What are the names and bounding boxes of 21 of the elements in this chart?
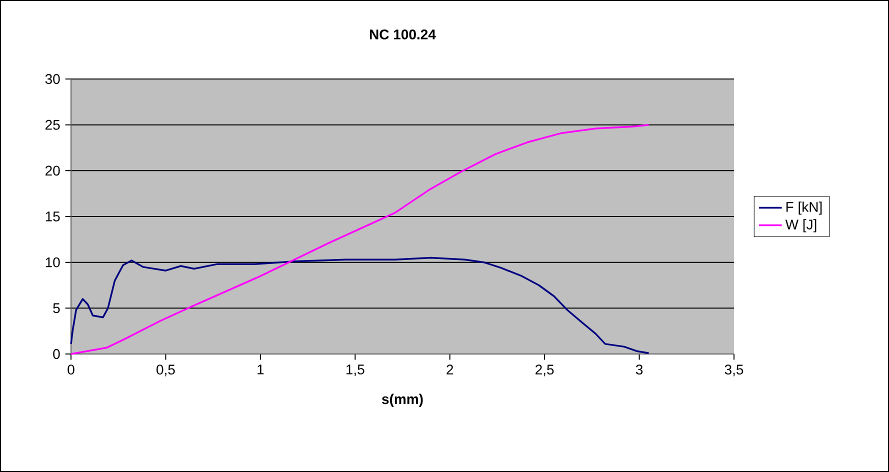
line-series <box>70 256 650 354</box>
y-tick-label: 20 <box>46 166 60 176</box>
legend-label: W [J] <box>785 219 816 232</box>
x-tick-label: 1 <box>258 364 264 374</box>
x-tick-label: 2,5 <box>536 364 554 376</box>
legend-label: F [kN] <box>786 202 822 215</box>
x-axis-title: s(mm) <box>382 394 423 407</box>
line-series <box>70 124 650 355</box>
y-tick-label: 5 <box>53 303 60 314</box>
x-tick-label: 0,5 <box>156 364 175 376</box>
x-tick-label: 3 <box>636 364 643 375</box>
x-tick-label: 1,5 <box>346 364 364 376</box>
chart-title: NC 100.24 <box>370 30 436 40</box>
y-tick-label: 15 <box>46 212 60 222</box>
x-tick-label: 3,5 <box>724 364 744 376</box>
y-tick-label: 25 <box>46 120 60 130</box>
x-tick-label: 0 <box>68 364 74 375</box>
x-tick-label: 2 <box>446 364 454 374</box>
y-tick-label: 0 <box>53 349 60 359</box>
y-tick-label: 30 <box>45 74 60 84</box>
y-tick-label: 10 <box>46 257 60 268</box>
